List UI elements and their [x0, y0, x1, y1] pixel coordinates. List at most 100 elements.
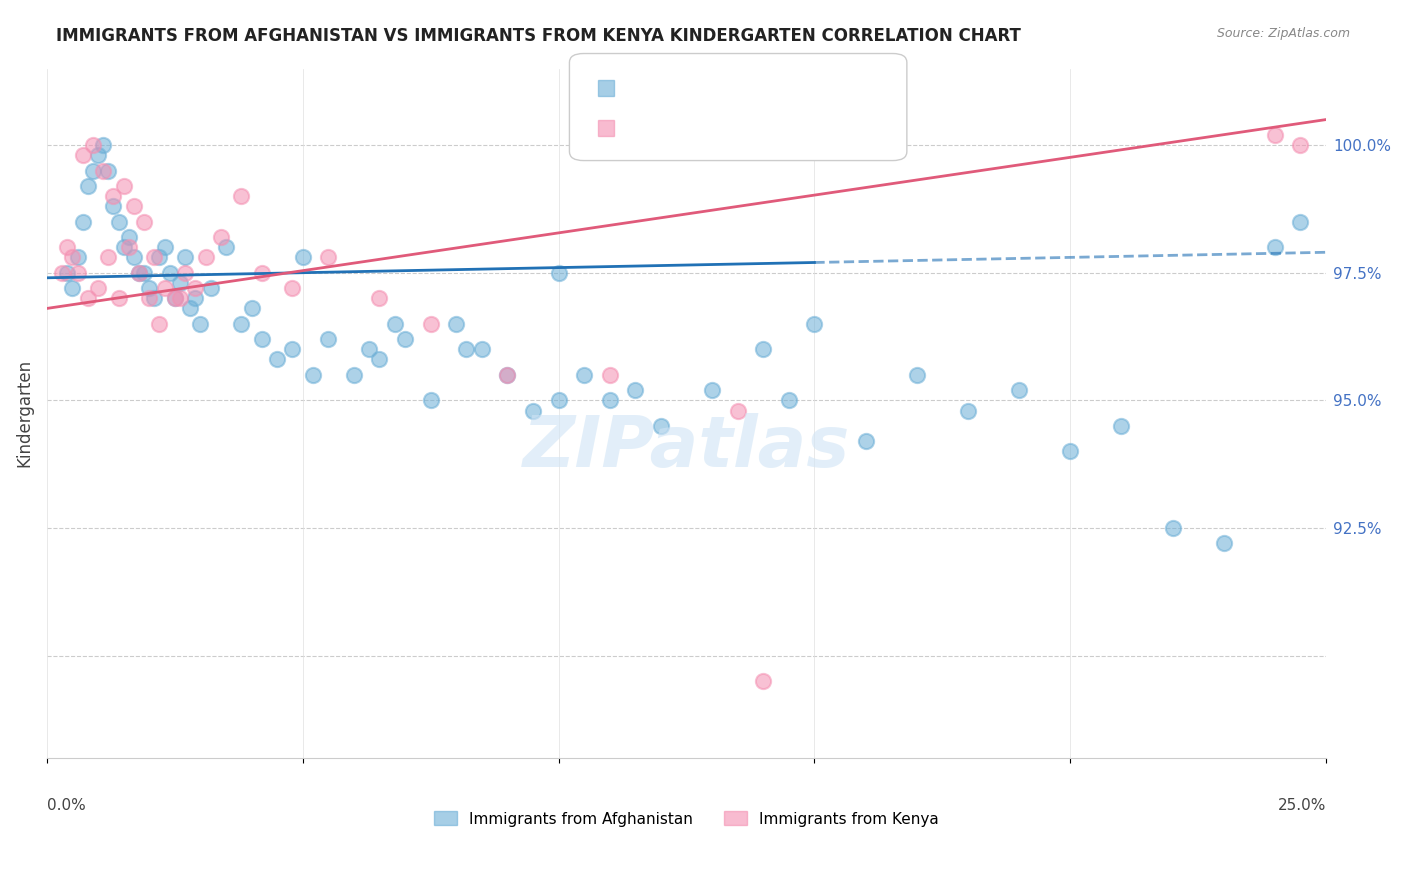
- Point: [87, 148, 110, 162]
- Point: [97, 251, 120, 265]
- Point: [855, 434, 877, 449]
- Point: [250, 266, 273, 280]
- Point: [250, 332, 273, 346]
- Point: [103, 189, 125, 203]
- Point: [522, 403, 544, 417]
- Point: [624, 383, 647, 397]
- Point: [368, 291, 391, 305]
- Point: [200, 281, 222, 295]
- Point: [291, 251, 314, 265]
- Point: [419, 317, 441, 331]
- Point: [318, 332, 340, 346]
- Point: [231, 189, 253, 203]
- Point: [91, 138, 114, 153]
- Point: [97, 163, 120, 178]
- Point: [215, 240, 238, 254]
- Point: [122, 251, 145, 265]
- Point: [112, 240, 135, 254]
- Point: [444, 317, 467, 331]
- Point: [169, 276, 191, 290]
- Text: 0.0%: 0.0%: [46, 798, 86, 814]
- Point: [51, 266, 73, 280]
- Point: [103, 199, 125, 213]
- Point: [1264, 128, 1286, 142]
- Point: [159, 266, 181, 280]
- Point: [302, 368, 325, 382]
- Point: [727, 403, 749, 417]
- Point: [132, 266, 155, 280]
- Point: [72, 214, 94, 228]
- Point: [148, 317, 170, 331]
- Point: [56, 240, 79, 254]
- Point: [281, 343, 304, 357]
- Point: [153, 240, 176, 254]
- Point: [91, 163, 114, 178]
- Point: [752, 343, 775, 357]
- Point: [1289, 138, 1312, 153]
- Point: [1111, 418, 1133, 433]
- Point: [1161, 521, 1184, 535]
- Point: [384, 317, 406, 331]
- Point: [190, 317, 212, 331]
- Legend: Immigrants from Afghanistan, Immigrants from Kenya: Immigrants from Afghanistan, Immigrants …: [429, 805, 945, 832]
- Point: [547, 393, 569, 408]
- Point: [87, 281, 110, 295]
- Point: [82, 138, 104, 153]
- Point: [803, 317, 825, 331]
- Point: [76, 291, 98, 305]
- Point: [266, 352, 288, 367]
- Point: [496, 368, 519, 382]
- Point: [700, 383, 723, 397]
- Text: Source: ZipAtlas.com: Source: ZipAtlas.com: [1216, 27, 1350, 40]
- Point: [318, 251, 340, 265]
- Point: [419, 393, 441, 408]
- Point: [66, 251, 89, 265]
- Point: [359, 343, 381, 357]
- Point: [1264, 240, 1286, 254]
- Point: [547, 266, 569, 280]
- Point: [1289, 214, 1312, 228]
- Point: [148, 251, 170, 265]
- Point: [128, 266, 150, 280]
- Point: [343, 368, 366, 382]
- Point: [281, 281, 304, 295]
- Point: [107, 291, 129, 305]
- Point: [231, 317, 253, 331]
- Point: [1008, 383, 1031, 397]
- Point: [1212, 536, 1234, 550]
- Text: R = 0.287   N = 39: R = 0.287 N = 39: [612, 114, 782, 132]
- Point: [62, 251, 84, 265]
- Point: [122, 199, 145, 213]
- Point: [240, 301, 263, 316]
- Point: [184, 291, 207, 305]
- Point: [174, 251, 197, 265]
- Text: ZIPatlas: ZIPatlas: [523, 413, 851, 482]
- Point: [599, 368, 621, 382]
- Point: [138, 281, 160, 295]
- Point: [112, 178, 135, 193]
- Point: [496, 368, 519, 382]
- Point: [394, 332, 416, 346]
- Point: [1059, 444, 1081, 458]
- Point: [163, 291, 186, 305]
- Point: [184, 281, 207, 295]
- Point: [650, 418, 672, 433]
- Point: [368, 352, 391, 367]
- Point: [128, 266, 150, 280]
- Point: [138, 291, 160, 305]
- Point: [132, 214, 155, 228]
- Point: [163, 291, 186, 305]
- Point: [456, 343, 478, 357]
- Point: [174, 266, 197, 280]
- Point: [56, 266, 79, 280]
- Point: [82, 163, 104, 178]
- Point: [76, 178, 98, 193]
- Point: [143, 251, 166, 265]
- Point: [599, 393, 621, 408]
- Y-axis label: Kindergarten: Kindergarten: [15, 359, 32, 467]
- Point: [194, 251, 217, 265]
- Point: [179, 301, 201, 316]
- Point: [572, 368, 595, 382]
- Text: IMMIGRANTS FROM AFGHANISTAN VS IMMIGRANTS FROM KENYA KINDERGARTEN CORRELATION CH: IMMIGRANTS FROM AFGHANISTAN VS IMMIGRANT…: [56, 27, 1021, 45]
- Point: [66, 266, 89, 280]
